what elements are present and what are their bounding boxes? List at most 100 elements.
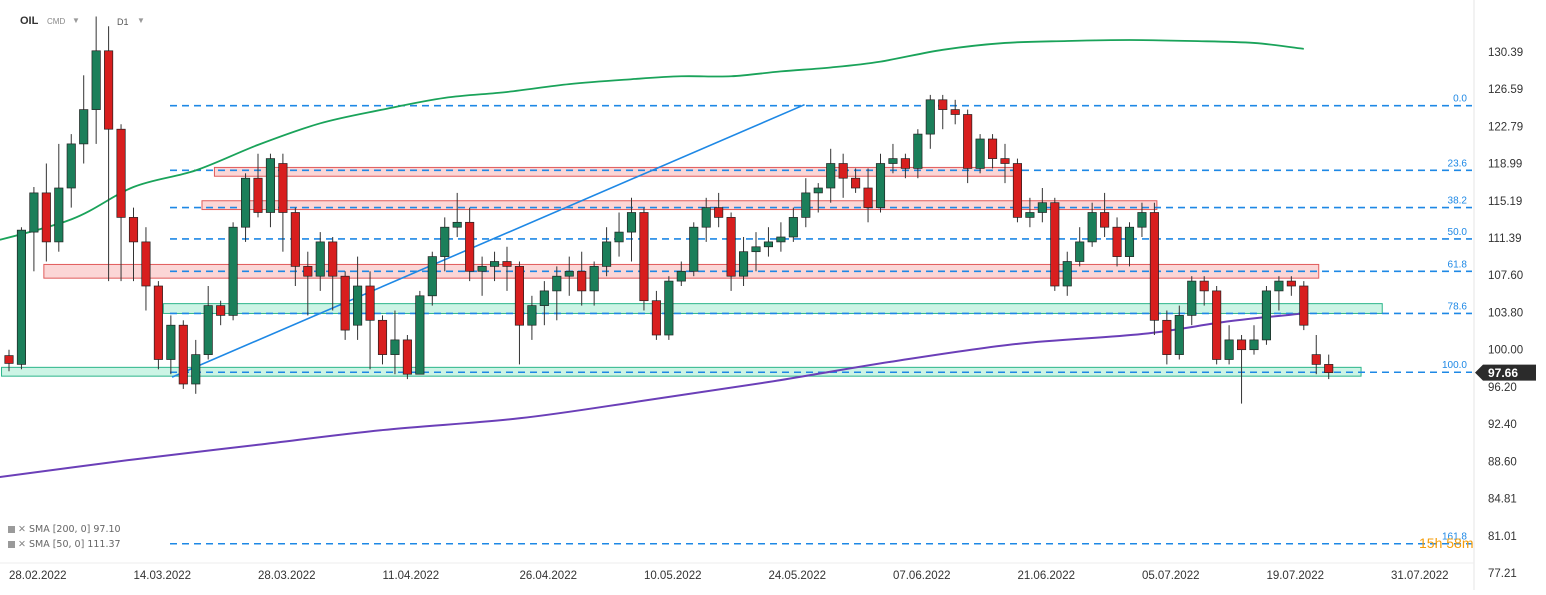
candle[interactable] bbox=[938, 94, 948, 130]
legend-close-icon[interactable]: ✕ bbox=[18, 524, 26, 535]
candle[interactable] bbox=[66, 134, 76, 208]
candle[interactable] bbox=[1212, 286, 1222, 365]
candle[interactable] bbox=[826, 148, 836, 203]
candle[interactable] bbox=[651, 290, 661, 340]
candle[interactable] bbox=[738, 237, 749, 286]
candle[interactable] bbox=[514, 261, 524, 365]
candle[interactable] bbox=[79, 75, 89, 164]
candle[interactable] bbox=[141, 227, 151, 311]
candle[interactable] bbox=[552, 266, 562, 321]
candle[interactable] bbox=[1174, 305, 1184, 360]
candle[interactable] bbox=[751, 232, 761, 272]
candle[interactable] bbox=[1324, 354, 1334, 380]
candle[interactable] bbox=[987, 134, 998, 169]
candle[interactable] bbox=[278, 153, 288, 252]
candle[interactable] bbox=[838, 153, 848, 198]
candle[interactable] bbox=[191, 339, 201, 394]
candle[interactable] bbox=[390, 310, 400, 375]
candle[interactable] bbox=[241, 173, 251, 242]
candle[interactable] bbox=[788, 207, 798, 242]
candle[interactable] bbox=[1199, 276, 1209, 306]
candle[interactable] bbox=[1149, 202, 1159, 335]
candle[interactable] bbox=[1100, 192, 1110, 237]
candle[interactable] bbox=[1187, 276, 1197, 326]
candle[interactable] bbox=[465, 207, 475, 282]
candle[interactable] bbox=[228, 222, 238, 321]
candle[interactable] bbox=[776, 222, 786, 252]
candle[interactable] bbox=[577, 251, 587, 306]
candle[interactable] bbox=[340, 271, 350, 340]
instrument-symbol[interactable]: OIL bbox=[20, 15, 39, 27]
candle[interactable] bbox=[963, 109, 973, 184]
candle[interactable] bbox=[676, 261, 686, 287]
candle[interactable] bbox=[801, 178, 811, 228]
candle[interactable] bbox=[1000, 143, 1010, 184]
candle[interactable] bbox=[639, 207, 649, 311]
timeframe-label[interactable]: D1 bbox=[117, 17, 129, 27]
candle[interactable] bbox=[689, 222, 699, 277]
candle[interactable] bbox=[41, 163, 51, 262]
candle[interactable] bbox=[315, 232, 325, 291]
candle[interactable] bbox=[539, 281, 549, 326]
candle[interactable] bbox=[602, 227, 612, 277]
candle[interactable] bbox=[1274, 276, 1284, 311]
candle[interactable] bbox=[253, 153, 263, 218]
resistance-zone[interactable] bbox=[201, 200, 1158, 211]
candle[interactable] bbox=[527, 295, 537, 340]
candle[interactable] bbox=[440, 217, 450, 272]
candle[interactable] bbox=[1062, 251, 1072, 296]
candle[interactable] bbox=[153, 281, 163, 370]
legend-settings-icon[interactable] bbox=[8, 541, 15, 548]
candle[interactable] bbox=[1050, 197, 1060, 291]
candle[interactable] bbox=[116, 124, 126, 282]
candle[interactable] bbox=[701, 197, 711, 242]
sma200-line[interactable] bbox=[0, 312, 1304, 479]
legend-close-icon[interactable]: ✕ bbox=[18, 539, 26, 550]
candle[interactable] bbox=[216, 300, 226, 326]
candle[interactable] bbox=[203, 286, 213, 360]
candle[interactable] bbox=[1261, 286, 1271, 345]
candle[interactable] bbox=[726, 212, 736, 291]
instrument-caret-icon[interactable]: ▼ bbox=[72, 16, 80, 25]
candle[interactable] bbox=[813, 183, 823, 213]
candle[interactable] bbox=[54, 143, 64, 252]
candle[interactable] bbox=[178, 320, 188, 389]
candle[interactable] bbox=[303, 251, 313, 316]
candle[interactable] bbox=[490, 251, 500, 282]
candle[interactable] bbox=[614, 212, 624, 257]
candle[interactable] bbox=[950, 99, 960, 125]
candle[interactable] bbox=[1025, 197, 1035, 228]
candle[interactable] bbox=[290, 207, 300, 286]
candle[interactable] bbox=[16, 227, 26, 370]
candle[interactable] bbox=[452, 192, 462, 237]
legend-settings-icon[interactable] bbox=[8, 526, 15, 533]
candle[interactable] bbox=[863, 168, 873, 223]
candle[interactable] bbox=[91, 16, 101, 144]
candle[interactable] bbox=[900, 153, 910, 179]
candle[interactable] bbox=[1137, 202, 1147, 237]
candle[interactable] bbox=[1162, 310, 1172, 365]
candle[interactable] bbox=[353, 256, 363, 340]
candle[interactable] bbox=[1249, 325, 1259, 355]
candle[interactable] bbox=[377, 315, 388, 365]
candle[interactable] bbox=[1224, 325, 1234, 365]
candle[interactable] bbox=[1112, 217, 1122, 267]
candle[interactable] bbox=[166, 315, 176, 375]
candle[interactable] bbox=[714, 192, 724, 228]
candle[interactable] bbox=[1124, 222, 1135, 267]
sma50-line[interactable] bbox=[0, 39, 1304, 244]
candle[interactable] bbox=[1299, 281, 1309, 331]
candle[interactable] bbox=[564, 256, 574, 296]
candle[interactable] bbox=[875, 153, 886, 213]
candle[interactable] bbox=[128, 207, 139, 282]
candle[interactable] bbox=[365, 271, 375, 370]
candle[interactable] bbox=[1286, 276, 1296, 296]
candle[interactable] bbox=[1236, 335, 1247, 404]
candle[interactable] bbox=[29, 187, 39, 272]
candle[interactable] bbox=[402, 335, 412, 380]
candle[interactable] bbox=[626, 197, 637, 262]
resistance-zone[interactable] bbox=[213, 166, 1022, 177]
candle[interactable] bbox=[4, 349, 14, 372]
